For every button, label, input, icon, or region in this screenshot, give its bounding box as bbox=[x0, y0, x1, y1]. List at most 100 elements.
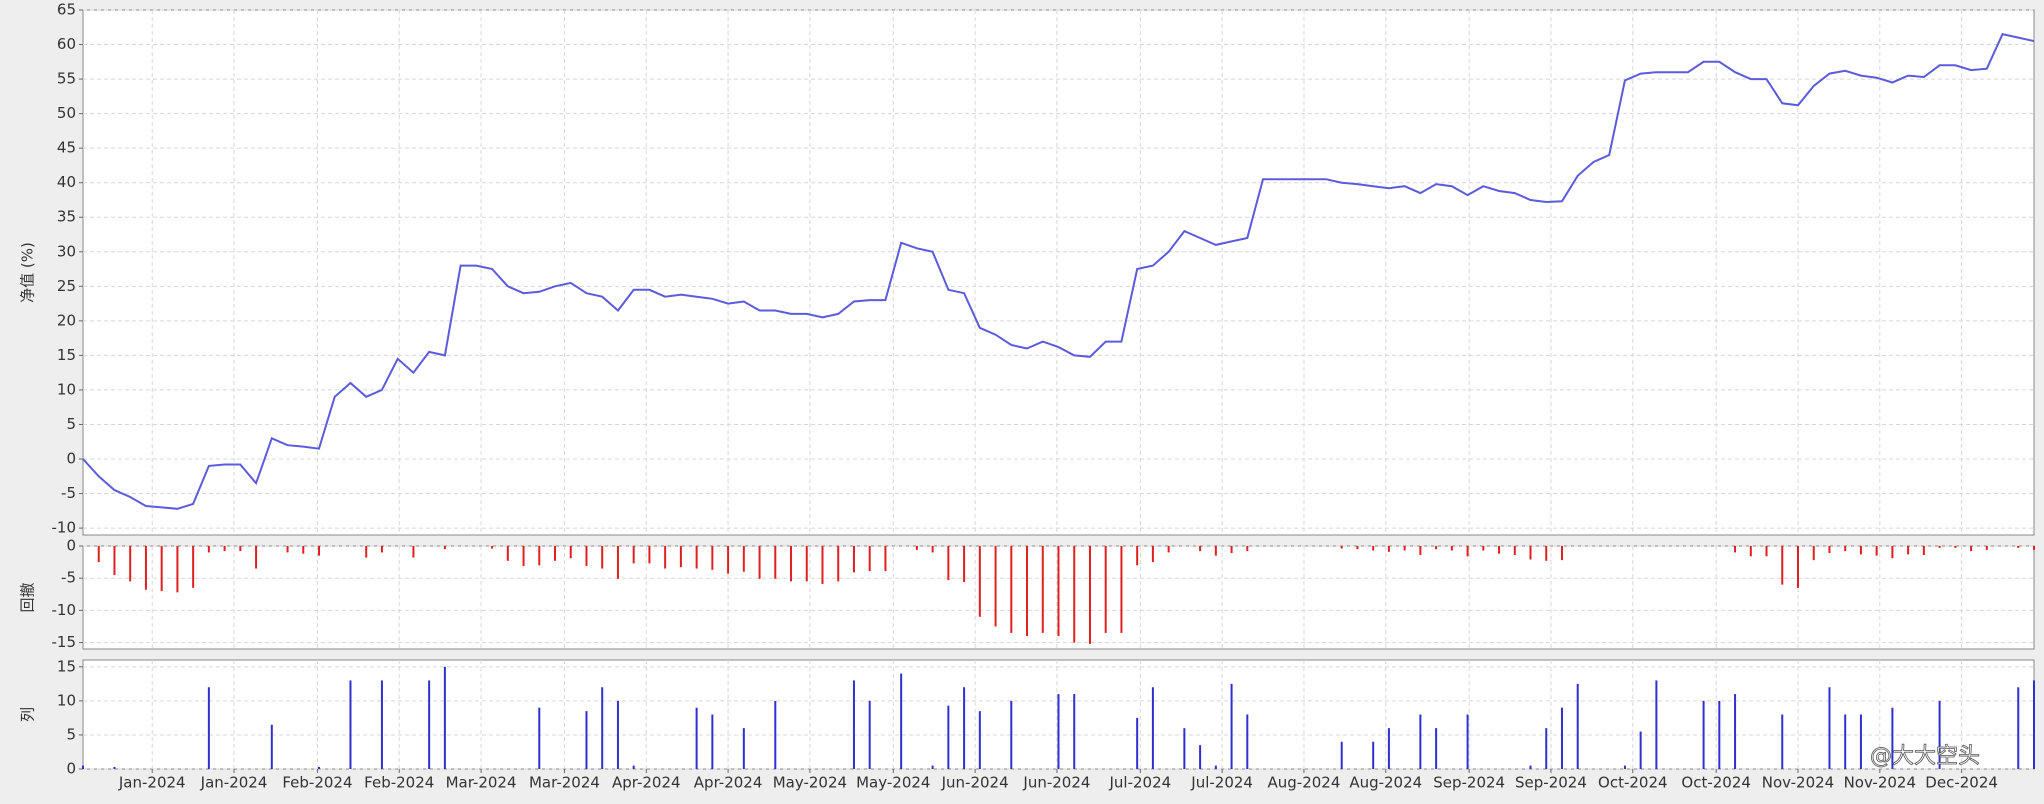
bar bbox=[1136, 717, 1139, 769]
bar bbox=[1482, 546, 1485, 551]
bar bbox=[1938, 700, 1941, 769]
y-tick-label: 60 bbox=[57, 35, 76, 53]
bar bbox=[1387, 546, 1390, 552]
bar bbox=[1230, 546, 1233, 554]
bar bbox=[1529, 765, 1532, 769]
bar bbox=[994, 546, 997, 627]
y-tick-label: 25 bbox=[57, 277, 76, 295]
bar bbox=[1151, 546, 1154, 563]
x-tick-label: Oct-2024 bbox=[1598, 774, 1668, 792]
bar bbox=[1419, 714, 1422, 769]
bar bbox=[616, 700, 619, 769]
y-tick-label: 65 bbox=[57, 1, 76, 19]
bar bbox=[805, 546, 808, 582]
bar bbox=[349, 680, 352, 769]
bar bbox=[2017, 687, 2020, 769]
bar bbox=[1340, 741, 1343, 769]
bar bbox=[1560, 707, 1563, 769]
bar bbox=[1435, 728, 1438, 769]
bar bbox=[1387, 728, 1390, 769]
bar bbox=[1073, 694, 1076, 769]
x-tick-label: Jul-2024 bbox=[1108, 774, 1171, 792]
bar bbox=[1812, 546, 1815, 561]
bar bbox=[868, 700, 871, 769]
bar bbox=[113, 546, 116, 575]
bar bbox=[144, 546, 147, 590]
bar bbox=[1057, 546, 1060, 637]
bar bbox=[380, 546, 383, 553]
bar bbox=[176, 546, 179, 593]
bar bbox=[97, 546, 100, 563]
nav-line bbox=[82, 33, 2035, 510]
y-axis-label: 净值 (%) bbox=[19, 242, 37, 303]
bar bbox=[1545, 728, 1548, 769]
bar bbox=[601, 546, 604, 569]
bar bbox=[711, 714, 714, 769]
bar bbox=[223, 546, 226, 552]
bar bbox=[506, 546, 509, 561]
bar bbox=[1026, 546, 1029, 637]
bar bbox=[821, 546, 824, 584]
watermark: @大大空头 bbox=[1870, 744, 1980, 769]
bar bbox=[1372, 741, 1375, 769]
y-tick-label: 45 bbox=[57, 139, 76, 157]
bar bbox=[1120, 546, 1123, 633]
x-tick-label: Aug-2024 bbox=[1268, 774, 1341, 792]
bar bbox=[1529, 546, 1532, 560]
bar bbox=[286, 546, 289, 553]
bar bbox=[1734, 694, 1737, 769]
bar bbox=[538, 546, 541, 566]
bar bbox=[1828, 687, 1831, 769]
x-tick-label: Oct-2024 bbox=[1681, 774, 1751, 792]
bar bbox=[1765, 546, 1768, 557]
x-tick-label: Jul-2024 bbox=[1190, 774, 1253, 792]
y-axis-label: 回撤 bbox=[19, 582, 37, 612]
y-tick-label: 5 bbox=[66, 415, 76, 433]
x-tick-label: Nov-2024 bbox=[1762, 774, 1834, 792]
bar bbox=[1041, 546, 1044, 633]
bar bbox=[2033, 680, 2035, 769]
bar bbox=[852, 546, 855, 573]
bar bbox=[1513, 546, 1516, 556]
x-tick-label: Aug-2024 bbox=[1349, 774, 1422, 792]
y-tick-label: -15 bbox=[52, 633, 77, 651]
bar bbox=[727, 546, 730, 574]
bar bbox=[1214, 765, 1217, 769]
bar bbox=[963, 687, 966, 769]
x-tick-label: May-2024 bbox=[773, 774, 847, 792]
y-tick-label: 55 bbox=[57, 70, 76, 88]
x-tick-label: Apr-2024 bbox=[612, 774, 681, 792]
bar bbox=[1435, 546, 1438, 550]
bar bbox=[554, 546, 557, 561]
bar bbox=[1010, 546, 1013, 633]
bar bbox=[1970, 546, 1973, 552]
y-tick-label: 40 bbox=[57, 173, 76, 191]
plot-area bbox=[82, 9, 2035, 536]
bar bbox=[1985, 546, 1988, 550]
bar bbox=[1183, 728, 1186, 769]
bar bbox=[1922, 546, 1925, 556]
bar bbox=[1340, 546, 1343, 549]
bar bbox=[1010, 700, 1013, 769]
bar bbox=[1498, 546, 1501, 554]
bar bbox=[1466, 546, 1469, 557]
bar bbox=[947, 546, 950, 581]
x-tick-label: Sep-2024 bbox=[1433, 774, 1505, 792]
x-tick-label: Apr-2024 bbox=[694, 774, 763, 792]
bar bbox=[1167, 546, 1170, 553]
bar bbox=[1781, 546, 1784, 585]
bar bbox=[1844, 546, 1847, 552]
bar bbox=[664, 546, 667, 569]
y-tick-label: 15 bbox=[57, 657, 76, 675]
bar bbox=[569, 546, 572, 559]
bar bbox=[538, 707, 541, 769]
bar bbox=[192, 546, 195, 588]
bar bbox=[947, 705, 950, 769]
bar bbox=[1466, 714, 1469, 769]
bar bbox=[1214, 546, 1217, 556]
bar bbox=[868, 546, 871, 572]
bar bbox=[207, 546, 210, 553]
bar bbox=[1749, 546, 1752, 557]
bar bbox=[1104, 546, 1107, 633]
